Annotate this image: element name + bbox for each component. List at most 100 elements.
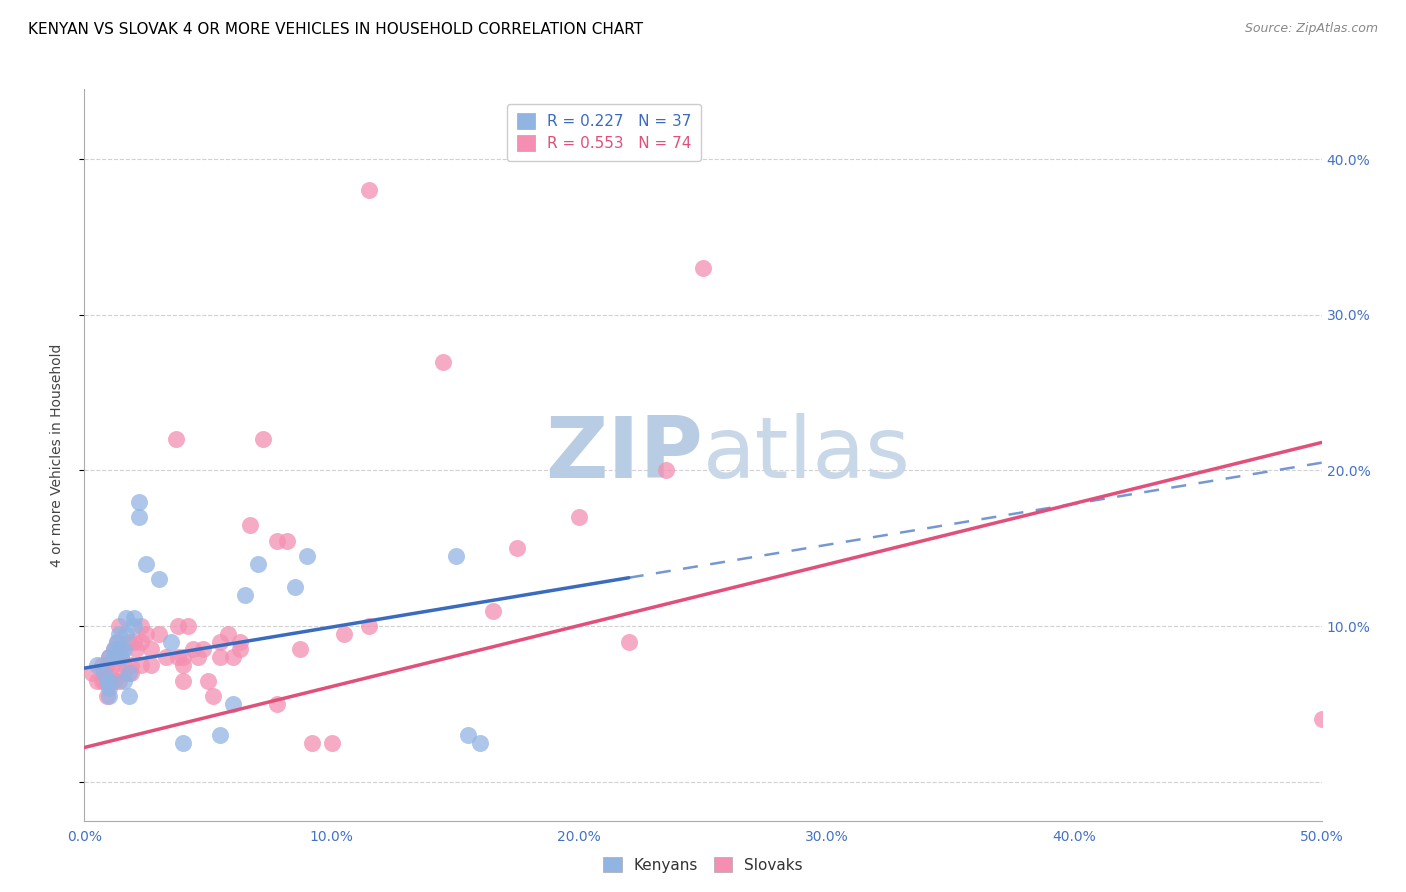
Point — [80, 665, 103, 680]
Point — [98, 689, 121, 703]
Point — [122, 619, 145, 633]
Point — [105, 650, 128, 665]
Point — [333, 627, 356, 641]
Point — [96, 673, 118, 688]
Point — [229, 634, 252, 648]
Point — [209, 728, 232, 742]
Point — [93, 665, 115, 680]
Point — [239, 518, 262, 533]
Point — [209, 634, 232, 648]
Point — [172, 650, 194, 665]
Point — [110, 650, 132, 665]
Point — [172, 736, 194, 750]
Point — [202, 689, 225, 703]
Text: Source: ZipAtlas.com: Source: ZipAtlas.com — [1244, 22, 1378, 36]
Point — [105, 634, 128, 648]
Point — [321, 736, 343, 750]
Point — [108, 673, 131, 688]
Point — [141, 642, 163, 657]
Point — [108, 627, 131, 641]
Point — [470, 736, 492, 750]
Point — [86, 673, 108, 688]
Point — [93, 665, 115, 680]
Point — [288, 642, 311, 657]
Point — [98, 650, 121, 665]
Point — [108, 642, 131, 657]
Point — [197, 673, 219, 688]
Point — [98, 665, 121, 680]
Point — [90, 658, 112, 673]
Text: ZIP: ZIP — [546, 413, 703, 497]
Point — [167, 650, 190, 665]
Point — [135, 557, 157, 571]
Point — [160, 634, 183, 648]
Point — [112, 658, 135, 673]
Point — [222, 697, 245, 711]
Point — [141, 658, 163, 673]
Point — [110, 650, 132, 665]
Point — [86, 658, 108, 673]
Point — [98, 650, 121, 665]
Point — [172, 673, 194, 688]
Point — [506, 541, 529, 556]
Point — [120, 658, 142, 673]
Point — [103, 642, 125, 657]
Point — [129, 619, 152, 633]
Text: atlas: atlas — [703, 413, 911, 497]
Point — [457, 728, 479, 742]
Point — [276, 533, 298, 548]
Point — [110, 642, 132, 657]
Point — [222, 650, 245, 665]
Point — [295, 549, 318, 563]
Point — [118, 665, 141, 680]
Point — [148, 627, 170, 641]
Point — [172, 658, 194, 673]
Point — [233, 588, 256, 602]
Point — [357, 619, 380, 633]
Point — [105, 634, 128, 648]
Point — [118, 634, 141, 648]
Point — [444, 549, 467, 563]
Point — [655, 463, 678, 477]
Point — [115, 611, 138, 625]
Point — [96, 689, 118, 703]
Point — [103, 642, 125, 657]
Point — [148, 573, 170, 587]
Point — [1310, 713, 1333, 727]
Point — [432, 354, 454, 368]
Point — [96, 673, 118, 688]
Point — [98, 673, 121, 688]
Point — [112, 673, 135, 688]
Point — [209, 650, 232, 665]
Point — [112, 642, 135, 657]
Point — [103, 650, 125, 665]
Point — [266, 697, 288, 711]
Point — [98, 681, 121, 696]
Point — [100, 658, 122, 673]
Point — [181, 642, 204, 657]
Point — [128, 494, 150, 508]
Point — [191, 642, 214, 657]
Point — [128, 510, 150, 524]
Point — [187, 650, 209, 665]
Point — [284, 580, 307, 594]
Point — [167, 619, 190, 633]
Point — [165, 433, 187, 447]
Point — [129, 658, 152, 673]
Point — [301, 736, 323, 750]
Y-axis label: 4 or more Vehicles in Household: 4 or more Vehicles in Household — [49, 343, 63, 566]
Point — [98, 673, 121, 688]
Point — [252, 433, 274, 447]
Point — [568, 510, 591, 524]
Point — [177, 619, 200, 633]
Point — [122, 611, 145, 625]
Point — [108, 619, 131, 633]
Point — [135, 627, 157, 641]
Point — [155, 650, 177, 665]
Point — [118, 689, 141, 703]
Point — [93, 673, 115, 688]
Point — [103, 673, 125, 688]
Point — [266, 533, 288, 548]
Point — [122, 634, 145, 648]
Point — [100, 673, 122, 688]
